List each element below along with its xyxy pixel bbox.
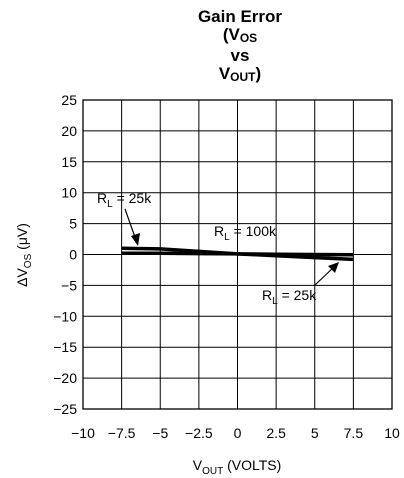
x-axis-label: VOUT (VOLTS)	[193, 457, 282, 477]
plot-frame	[82, 99, 393, 410]
title-line-1: Gain Error	[197, 7, 283, 26]
y-tick-label: 10	[61, 185, 77, 201]
title-line-2: (VOS	[222, 25, 258, 46]
title-line-3: vs	[230, 46, 250, 65]
x-tick-label: 10	[384, 425, 400, 441]
annotation-rl-100k: RL = 100k	[214, 223, 277, 243]
x-tick-labels: −10 −7.5 −5 −2.5 0 2.5 5 7.5 10	[71, 425, 400, 441]
x-tick-label: 0	[234, 425, 242, 441]
annotation-rl-25k-left: RL = 25k	[97, 190, 152, 210]
annotation-rl-25k-right: RL = 25k	[262, 287, 317, 307]
arrow-left-shaft	[124, 208, 137, 241]
y-tick-label: 25	[61, 92, 77, 108]
arrow-left-head	[131, 233, 140, 246]
y-tick-label: −25	[53, 401, 77, 417]
y-tick-label: −5	[61, 277, 77, 293]
y-tick-label: 5	[69, 216, 77, 232]
y-tick-label: 0	[69, 247, 77, 263]
y-tick-label: −15	[53, 339, 77, 355]
y-tick-label: 20	[61, 123, 77, 139]
y-tick-labels: 25 20 15 10 5 0 −5 −10 −15 −20 −25	[53, 92, 77, 417]
arrow-right-shaft	[314, 266, 335, 286]
arrow-right-head	[328, 262, 339, 273]
x-tick-label: −5	[152, 425, 168, 441]
x-tick-label: −7.5	[108, 425, 136, 441]
chart-title: Gain Error (VOS vs VOUT)	[160, 8, 320, 86]
y-tick-label: −20	[53, 370, 77, 386]
y-axis-label: ΔVOS (μV)	[14, 223, 34, 287]
x-tick-label: 2.5	[266, 425, 286, 441]
y-tick-label: −10	[53, 308, 77, 324]
series-lines	[121, 246, 354, 262]
y-tick-label: 15	[61, 154, 77, 170]
x-tick-label: 7.5	[344, 425, 364, 441]
series-line-1	[121, 251, 354, 257]
x-tick-label: 5	[311, 425, 319, 441]
title-line-4: VOUT)	[218, 64, 262, 85]
x-tick-label: −2.5	[185, 425, 213, 441]
x-tick-label: −10	[71, 425, 95, 441]
